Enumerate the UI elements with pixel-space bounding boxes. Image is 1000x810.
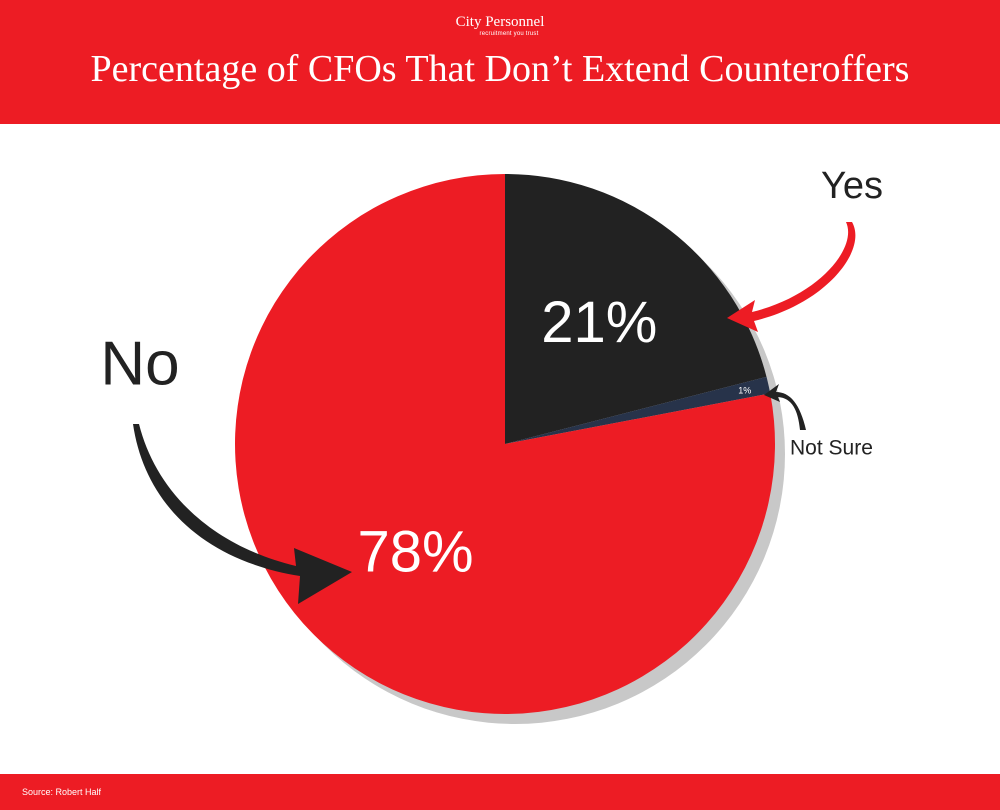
source-note: Source: Robert Half: [22, 787, 102, 797]
chart-title: Percentage of CFOs That Don’t Extend Cou…: [90, 48, 910, 90]
logo-text: City Personnel: [455, 14, 545, 30]
footer-banner: Source: Robert Half: [0, 774, 1000, 810]
callout-arrow-no: [133, 424, 352, 604]
header-banner: City Personnel recruitment you trust Per…: [0, 0, 1000, 124]
value-label-yes: 21%: [541, 290, 657, 355]
pie-callouts: Yes Not Sure No: [100, 165, 883, 604]
slice-label-not-sure: Not Sure: [790, 437, 873, 460]
pie-slices: [235, 174, 776, 715]
pie-slice-yes: [505, 174, 767, 444]
logo-tagline: recruitment you trust: [479, 31, 539, 37]
slice-label-yes: Yes: [821, 165, 883, 207]
slice-label-no: No: [100, 330, 179, 399]
callout-arrow-yes: [727, 222, 856, 332]
pie-value-labels: 21% 1% 78%: [357, 290, 751, 585]
pie-slice-not-sure: [505, 376, 771, 444]
callout-arrow-not-sure: [764, 384, 806, 430]
value-label-not-sure: 1%: [738, 385, 751, 395]
pie-slice-no: [235, 174, 776, 715]
value-label-no: 78%: [357, 520, 473, 585]
